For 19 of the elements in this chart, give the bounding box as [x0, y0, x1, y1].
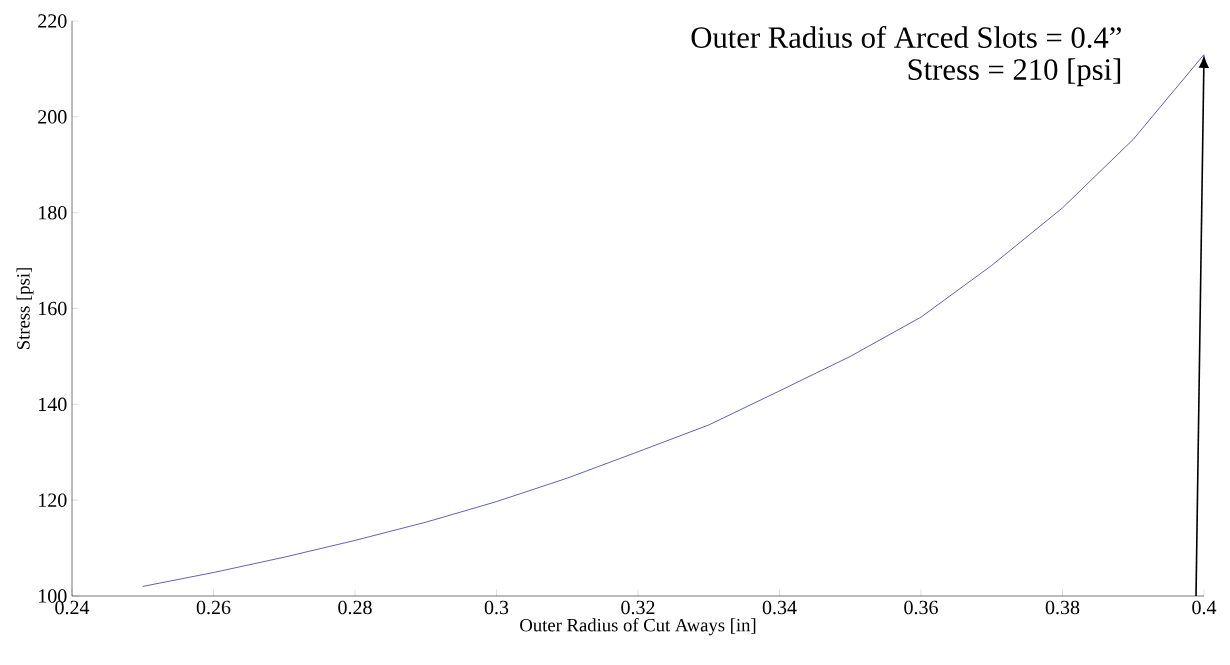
annotation: Stress = 210 [psi]: [908, 58, 1121, 87]
x-tick-label: 0.26: [196, 600, 231, 615]
x-tick-label: 0.34: [762, 600, 797, 615]
y-tick-label: 220: [38, 14, 67, 28]
y-tick-label: 200: [38, 110, 67, 124]
x-tick-label: 0.28: [338, 600, 372, 615]
x-axis-title: Outer Radius of Cut Aways [in]: [520, 618, 756, 636]
x-tick-label: 0.36: [904, 600, 938, 615]
x-tick-label: 0.38: [1045, 600, 1080, 615]
line-series: [142, 54, 1205, 587]
x-tick-label: 0.4: [1192, 600, 1217, 615]
y-axis-title: Stress [psi]: [16, 268, 34, 349]
y-tick-label: 140: [39, 397, 67, 412]
y-tick-label: 120: [39, 493, 67, 507]
annotation: Outer Radius of Arced Slots = 0.4”: [691, 26, 1121, 49]
x-tick-label: 0.32: [621, 600, 655, 615]
x-tick-label: 0.3: [484, 600, 509, 615]
y-tick-label: 180: [39, 205, 67, 220]
y-tick-label: 160: [39, 301, 67, 316]
